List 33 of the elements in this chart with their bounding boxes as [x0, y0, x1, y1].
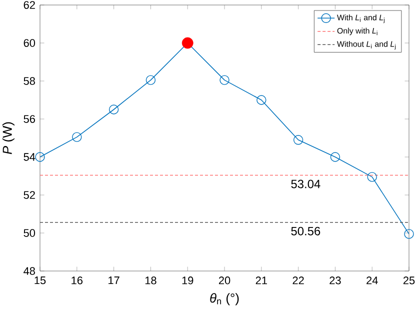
- annotation: 50.56: [291, 226, 320, 236]
- y-tick-label: 54: [24, 153, 36, 161]
- x-tick-label: 21: [256, 276, 267, 284]
- point: [256, 95, 266, 105]
- point: [108, 104, 119, 114]
- x-tick-label: 16: [72, 276, 83, 284]
- x-tick-label: 19: [182, 276, 194, 284]
- x-tick-label: 17: [108, 276, 120, 284]
- y-tick-label: 58: [24, 77, 35, 85]
- x-tick-label: 23: [330, 276, 341, 284]
- point: [220, 75, 230, 85]
- y-tick-label: 56: [24, 115, 35, 123]
- x-tick-label: 24: [366, 276, 378, 284]
- point: [72, 132, 82, 142]
- point: [146, 75, 156, 85]
- x-tick-label: 20: [218, 276, 230, 284]
- x-axis-title: θ$_{n}$ (°): [210, 293, 239, 306]
- point: [293, 135, 304, 145]
- x-tick-label: 15: [34, 276, 46, 284]
- point: [404, 229, 414, 239]
- annotation: 53.04: [291, 180, 320, 188]
- y-tick-label: 48: [24, 267, 35, 275]
- y-axis-title: P (W): [2, 122, 14, 154]
- y-tick-label: 60: [24, 39, 36, 47]
- y-tick-label: 52: [24, 191, 35, 199]
- x-tick-label: 18: [145, 276, 156, 284]
- y-tick-label: 50: [24, 229, 36, 237]
- point: [330, 152, 340, 162]
- x-tick-label: 22: [292, 276, 304, 284]
- point: [367, 172, 377, 182]
- y-tick-label: 62: [24, 1, 35, 9]
- point: [35, 152, 45, 162]
- x-tick-label: 25: [403, 276, 415, 284]
